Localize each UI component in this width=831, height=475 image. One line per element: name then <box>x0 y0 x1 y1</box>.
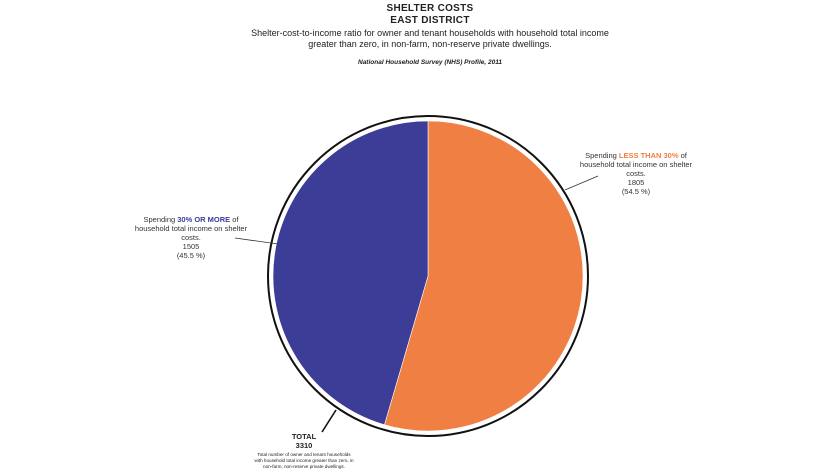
total-block: TOTAL 3310 Total number of owner and ten… <box>254 432 354 470</box>
label-30-or-more: Spending 30% OR MORE of household total … <box>132 215 250 260</box>
label-detail: household total income on shelter costs. <box>579 160 693 178</box>
label-value: 1805 <box>627 178 645 187</box>
total-value: 3310 <box>295 441 313 450</box>
chart-district: EAST DISTRICT <box>390 15 470 26</box>
pie-slice-less-than-30 <box>384 120 584 432</box>
label-less-than-30-line1: Spending LESS THAN 30% of <box>572 151 700 160</box>
label-value: 1505 <box>182 242 200 251</box>
chart-description: Shelter-cost-to-income ratio for owner a… <box>251 28 609 49</box>
label-percent: (45.5 %) <box>176 251 206 260</box>
label-prefix: Spending <box>143 215 178 224</box>
leader-line-30-or-more <box>234 237 279 245</box>
label-less-than-30: Spending LESS THAN 30% of household tota… <box>572 151 700 196</box>
leader-line-total <box>321 409 337 433</box>
label-highlight: 30% OR MORE <box>177 215 231 224</box>
label-highlight: LESS THAN 30% <box>618 151 679 160</box>
label-30-or-more-line1: Spending 30% OR MORE of <box>132 215 250 224</box>
label-percent: (54.5 %) <box>621 187 651 196</box>
chart-title: SHELTER COSTS <box>386 3 474 14</box>
label-detail: household total income on shelter costs. <box>134 224 248 242</box>
chart-source: National Household Survey (NHS) Profile,… <box>358 59 502 66</box>
leader-line-less-than-30 <box>564 175 599 191</box>
label-suffix: of <box>230 215 239 224</box>
pie-slice-30-or-more <box>272 120 429 426</box>
pie-outer-ring <box>267 115 589 437</box>
total-title: TOTAL <box>291 432 317 441</box>
label-prefix: Spending <box>585 151 619 160</box>
total-description: Total number of owner and tenant househo… <box>254 452 354 469</box>
title-block: SHELTER COSTS EAST DISTRICT Shelter-cost… <box>240 3 620 66</box>
label-suffix: of <box>678 151 687 160</box>
